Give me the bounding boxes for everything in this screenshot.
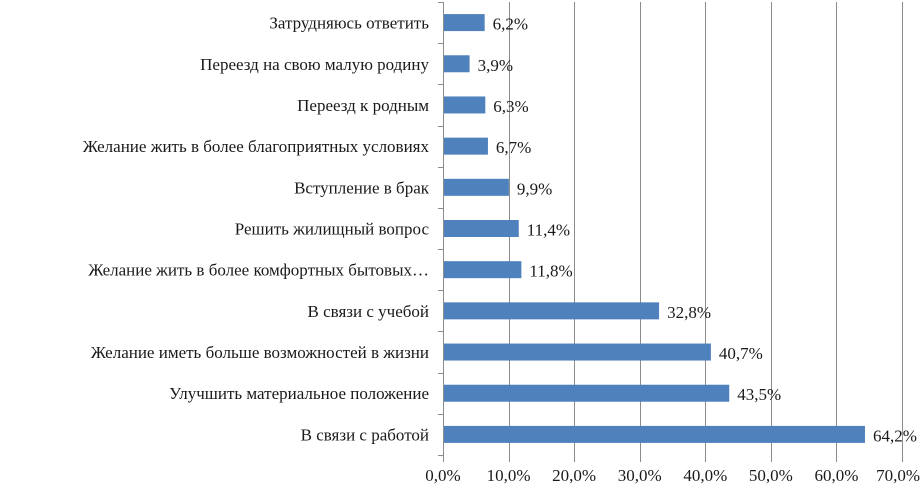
bar	[444, 425, 865, 443]
category-label: Переезд на свою малую родину	[200, 55, 429, 74]
bar	[444, 178, 509, 196]
data-label: 6,2%	[493, 15, 528, 34]
category-label: Вступление в брак	[294, 178, 430, 197]
x-tick-label: 20,0%	[552, 466, 596, 485]
bar	[444, 384, 730, 402]
data-label: 6,3%	[493, 97, 528, 116]
bar	[444, 14, 485, 32]
data-labels: 6,2% 3,9% 6,3% 6,7% 9,9% 11,4% 11,8% 32,8% 40,7%…	[478, 15, 917, 446]
data-label: 9,9%	[517, 179, 552, 198]
data-label: 64,2%	[873, 426, 917, 445]
x-tick-label: 0,0%	[425, 466, 460, 485]
category-label: Желание иметь больше возможностей в жизн…	[91, 343, 429, 362]
bar	[444, 55, 470, 73]
x-tick-label: 30,0%	[618, 466, 662, 485]
bar	[444, 220, 519, 237]
bar	[444, 261, 522, 279]
category-labels: Затрудняюсь ответить Переезд на свою малу…	[83, 14, 430, 445]
data-label: 6,7%	[496, 138, 531, 157]
x-tick-label: 60,0%	[814, 466, 858, 485]
category-label: В связи с учебой	[308, 302, 429, 321]
x-tick-label: 70,0%	[876, 466, 920, 485]
bar-series	[444, 14, 865, 443]
category-label: Переезд к родным	[297, 96, 429, 115]
data-label: 40,7%	[719, 344, 763, 363]
x-axis-ticks: 0,0% 10,0% 20,0% 30,0% 40,0% 50,0% 60,0% 70,0%	[425, 466, 920, 485]
category-label: Затрудняюсь ответить	[269, 14, 429, 33]
category-label: Желание жить в более благоприятных услов…	[83, 137, 430, 156]
data-label: 43,5%	[737, 385, 781, 404]
bar	[444, 96, 486, 114]
bar	[444, 302, 660, 320]
category-label: Решить жилищный вопрос	[235, 220, 430, 239]
data-label: 32,8%	[667, 303, 711, 322]
data-label: 3,9%	[478, 56, 513, 75]
data-label: 11,4%	[527, 221, 570, 240]
x-tick-label: 40,0%	[683, 466, 727, 485]
category-label: Желание жить в более комфортных бытовых…	[88, 261, 429, 280]
data-label: 11,8%	[529, 262, 572, 281]
bar	[444, 137, 488, 155]
bar	[444, 343, 711, 361]
x-tick-label: 10,0%	[487, 466, 531, 485]
grid-lines	[443, 2, 903, 462]
x-tick-label: 50,0%	[749, 466, 793, 485]
category-label: В связи с работой	[301, 425, 429, 444]
category-label: Улучшить материальное положение	[169, 384, 429, 403]
